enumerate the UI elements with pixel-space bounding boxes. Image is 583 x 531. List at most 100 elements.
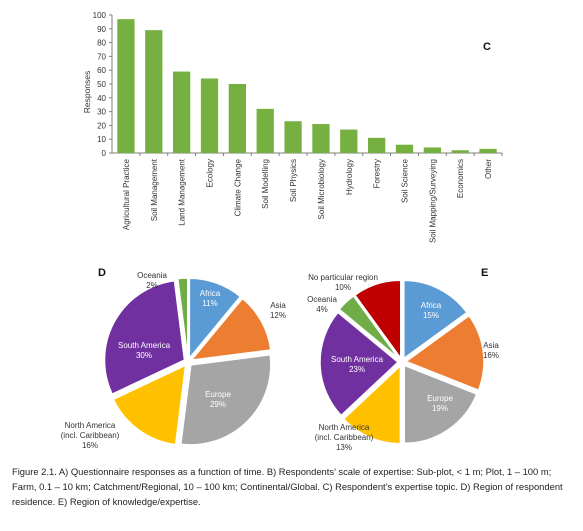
slice-name: (incl. Caribbean) [61, 431, 120, 440]
x-tick-label-soil-modelling: Soil Modelling [261, 159, 270, 209]
x-tick-label-soil-mapping-surveying: Soil Mapping/Surveying [428, 159, 437, 243]
x-tick-label-hydrology: Hydrology [345, 159, 354, 195]
x-tick-label-land-management: Land Management [178, 158, 187, 225]
y-tick-label: 80 [97, 39, 106, 48]
slice-label-south-america: South America 30% [118, 341, 171, 360]
slice-label-europe: Europe 19% [427, 394, 453, 413]
y-tick-label: 40 [97, 94, 106, 103]
bar-land-management [173, 71, 191, 153]
slice-percent: 10% [335, 283, 351, 292]
slice-name: Europe [427, 394, 453, 403]
slice-percent: 30% [136, 351, 152, 360]
slice-name: Europe [205, 390, 231, 399]
x-tick-label-soil-microbiology: Soil Microbiology [317, 159, 326, 219]
slice-percent: 19% [432, 404, 448, 413]
y-tick-label: 60 [97, 66, 106, 75]
figure-canvas: 0 10 20 30 40 50 60 70 80 90 100 Agricultural Pract… [61, 11, 503, 452]
x-tick-label-forestry: Forestry [373, 159, 382, 188]
bar-climate-change [228, 84, 246, 153]
y-tick-label: 20 [97, 121, 106, 130]
slice-label-europe: Europe 29% [205, 390, 231, 409]
bar-agricultural-practice [117, 19, 135, 153]
slice-label-africa: Africa 15% [421, 301, 442, 320]
slice-name: North America [65, 421, 116, 430]
slice-name: No particular region [308, 273, 378, 282]
slice-percent: 2% [146, 281, 158, 290]
bar-ecology [200, 78, 219, 153]
slice-label-asia: Asia 16% [483, 341, 499, 360]
slice-name: Asia [270, 301, 286, 310]
panel-label-d: D [98, 267, 106, 279]
y-tick-label: 50 [97, 80, 106, 89]
pie-slice-south-america [103, 279, 186, 396]
slice-name: South America [331, 355, 384, 364]
bar-economics [451, 150, 469, 153]
y-tick-label: 90 [97, 25, 106, 34]
x-tick-label-ecology: Ecology [206, 159, 215, 187]
y-tick-label: 70 [97, 52, 106, 61]
x-tick-label-economics: Economics [456, 159, 465, 198]
y-tick-label: 30 [97, 108, 106, 117]
slice-label-south-america: South America 23% [331, 355, 384, 374]
slice-label-oceania: Oceania 2% [137, 271, 167, 290]
pie-slice-north-america-incl-caribbean [112, 363, 187, 446]
bar-forestry [368, 137, 386, 153]
slice-percent: 16% [82, 441, 98, 450]
bar-soil-mapping-surveying [423, 147, 441, 153]
y-tick-label: 100 [93, 11, 107, 20]
pie-slice-europe [179, 353, 272, 446]
x-tick-label-other: Other [484, 159, 493, 179]
slice-label-africa: Africa 11% [200, 289, 221, 308]
slice-name: Africa [200, 289, 221, 298]
figure-caption: Figure 2.1. A) Questionnaire responses a… [12, 466, 563, 507]
bar-hydrology [340, 129, 358, 153]
slice-name: Asia [483, 341, 499, 350]
slice-label-no-particular-region: No particular region 10% [308, 273, 378, 292]
x-tick-label-climate-change: Climate Change [233, 158, 242, 216]
bar-soil-management [145, 30, 163, 153]
panel-label-e: E [481, 267, 488, 279]
slice-name: Oceania [137, 271, 167, 280]
bar-soil-physics [284, 121, 302, 153]
bar-soil-science [395, 144, 414, 153]
slice-percent: 23% [349, 365, 365, 374]
bar-other [479, 148, 497, 153]
pie-chart-d: Africa 11% Asia 12% Europe 29% North America (i… [61, 267, 287, 450]
y-axis-title: Responses [82, 71, 92, 114]
x-tick-label-agricultural-practice: Agricultural Practice [122, 158, 131, 230]
pie-slice-asia [189, 297, 272, 362]
pie-slice-no-particular-region [353, 279, 402, 361]
slice-label-oceania: Oceania 4% [307, 295, 337, 314]
pie-chart-e: Africa 15% Asia 16% Europe 19% North America (i… [307, 267, 499, 452]
bar-soil-microbiology [312, 124, 330, 153]
slice-percent: 16% [483, 351, 499, 360]
panel-label-c: C [483, 41, 491, 53]
slice-label-asia: Asia 12% [270, 301, 286, 320]
x-tick-label-soil-science: Soil Science [401, 158, 410, 203]
slice-percent: 4% [316, 305, 328, 314]
bar-soil-modelling [256, 108, 274, 153]
slice-percent: 29% [210, 400, 226, 409]
pie-slice-oceania [338, 294, 400, 360]
slice-percent: 11% [202, 299, 217, 308]
pie-slice-oceania [176, 277, 189, 359]
pie-slice-asia [404, 314, 485, 392]
slice-name: Oceania [307, 295, 337, 304]
slice-percent: 13% [336, 443, 352, 452]
slice-label-north-america-incl-caribbean: North America (incl. Caribbean) 16% [61, 421, 120, 450]
slice-name: Africa [421, 301, 442, 310]
pie-slice-south-america [319, 311, 400, 417]
pie-slice-north-america-incl-caribbean [342, 363, 402, 445]
slice-name: (incl. Caribbean) [315, 433, 374, 442]
x-tick-label-soil-management: Soil Management [150, 158, 159, 221]
slice-name: North America [319, 423, 370, 432]
pie-slice-africa [188, 277, 242, 361]
slice-percent: 15% [423, 311, 439, 320]
pie-slice-africa [403, 279, 468, 360]
slice-name: South America [118, 341, 171, 350]
pie-slice-europe [403, 364, 478, 445]
slice-percent: 12% [270, 311, 286, 320]
y-tick-label: 10 [97, 135, 106, 144]
slice-label-north-america-incl-caribbean: North America (incl. Caribbean) 13% [315, 423, 374, 452]
x-tick-label-soil-physics: Soil Physics [289, 159, 298, 202]
